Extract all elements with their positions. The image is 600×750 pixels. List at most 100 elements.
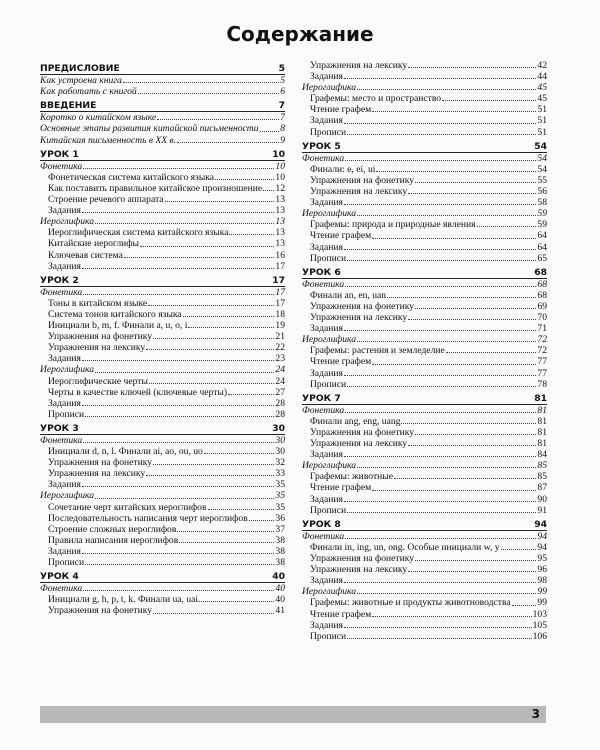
toc-item: Задания 77 xyxy=(302,368,547,379)
toc-item-page: 13 xyxy=(275,238,285,250)
toc-item-text: Финали: e, ei, ui xyxy=(310,163,376,175)
toc-item-page: 35 xyxy=(275,501,285,513)
toc-item: Чтение графем 87 xyxy=(302,482,547,493)
toc-item-text: Задания xyxy=(48,260,81,272)
leader xyxy=(343,248,537,250)
toc-section: Фонетика 68 xyxy=(302,279,547,290)
toc-entry: Как работать с книгой 6 xyxy=(40,86,285,97)
toc-item: Прописи 106 xyxy=(302,631,547,642)
toc-item-page: 64 xyxy=(537,230,547,242)
toc-item-text: Упражнения на лексику xyxy=(310,564,408,576)
leader xyxy=(83,293,275,295)
toc-item-text: Правила написания иероглифов xyxy=(48,534,179,546)
leader xyxy=(259,130,280,132)
leader xyxy=(81,360,275,362)
leader xyxy=(85,564,275,566)
toc-item-text: Прописи xyxy=(48,408,85,420)
leader xyxy=(442,100,537,102)
toc-item-page: 71 xyxy=(537,323,547,335)
toc-item-page: 27 xyxy=(275,386,285,398)
leader xyxy=(81,553,275,555)
leader xyxy=(153,338,275,340)
toc-item-page: 77 xyxy=(537,367,547,379)
toc-section: Фонетика 94 xyxy=(302,531,547,542)
leader xyxy=(347,385,537,387)
leader xyxy=(401,423,537,424)
toc-item-text: Задания xyxy=(48,205,81,217)
toc-entry-page: 8 xyxy=(280,123,285,135)
leader xyxy=(357,467,537,469)
toc-item-text: Упражнения на фонетику xyxy=(310,300,415,312)
toc-item: Упражнения на фонетику 41 xyxy=(40,605,285,616)
toc-heading: УРОК 5 54 xyxy=(302,141,547,153)
toc-item: Черты в качестве ключей (ключевые черты)… xyxy=(40,387,285,398)
toc-item-text: Чтение графем xyxy=(310,356,372,368)
toc-section-page: 94 xyxy=(537,530,547,542)
toc-item: Упражнения на лексику 70 xyxy=(302,312,547,323)
leader xyxy=(345,159,537,161)
toc-item-page: 33 xyxy=(275,468,285,480)
leader xyxy=(85,415,275,417)
leader xyxy=(95,497,275,499)
toc-section-page: 10 xyxy=(275,160,285,172)
toc-item: Упражнения на лексику 22 xyxy=(40,342,285,353)
toc-item: Упражнения на лексику 56 xyxy=(302,186,547,197)
toc-heading-page: 81 xyxy=(534,392,547,404)
toc-item-text: Прописи xyxy=(310,126,347,138)
toc-item: Финали: e, ei, ui 54 xyxy=(302,164,547,175)
toc-section-text: Фонетика xyxy=(40,160,83,172)
toc-item-page: 55 xyxy=(537,174,547,186)
toc-item-page: 96 xyxy=(537,564,547,576)
toc-item-page: 69 xyxy=(537,300,547,312)
toc-item-text: Чтение графем xyxy=(310,104,372,116)
toc-item: Как поставить правильное китайское произ… xyxy=(40,183,285,194)
toc-item-page: 72 xyxy=(537,345,547,357)
toc-item-page: 35 xyxy=(275,479,285,491)
leader xyxy=(137,93,280,95)
toc-item: Задания 51 xyxy=(302,115,547,126)
toc-item-page: 51 xyxy=(537,104,547,116)
toc-heading-text: УРОК 5 xyxy=(302,140,341,152)
toc-heading: УРОК 6 68 xyxy=(302,267,547,279)
toc-heading-page: 5 xyxy=(278,63,285,74)
toc-entry-page: 9 xyxy=(280,134,285,146)
toc-section: Иероглифика 85 xyxy=(302,460,547,471)
toc-block: УРОК 7 81 Фонетика 81 Финали ang, eng, uang 8… xyxy=(302,393,547,516)
toc-item: Финали in, ing, un, ong. Особые инициали… xyxy=(302,542,547,553)
toc-item: Финали an, en, uan 68 xyxy=(302,290,547,301)
toc-item-page: 87 xyxy=(537,482,547,494)
toc-section-page: 68 xyxy=(537,278,547,290)
leader xyxy=(343,78,537,80)
toc-heading-text: УРОК 6 xyxy=(302,266,341,278)
leader xyxy=(199,601,275,603)
toc-section-text: Фонетика xyxy=(302,278,345,290)
toc-section-text: Фонетика xyxy=(40,435,83,446)
toc-item-page: 77 xyxy=(537,356,547,368)
toc-item-text: Задания xyxy=(48,479,81,491)
toc-item-page: 40 xyxy=(275,594,285,606)
leader xyxy=(347,133,537,135)
toc-item: Упражнения на лексику 81 xyxy=(302,438,547,449)
toc-section-text: Фонетика xyxy=(40,286,83,298)
toc-section-text: Иероглифика xyxy=(302,208,357,220)
toc-heading-page: 94 xyxy=(534,518,547,530)
toc-heading-page: 54 xyxy=(534,140,547,152)
toc-item-page: 64 xyxy=(537,241,547,253)
toc-entry-text: Как работать с книгой xyxy=(40,86,137,98)
leader xyxy=(476,226,537,228)
toc-item-page: 10 xyxy=(275,171,285,183)
toc-item: Упражнения на фонетику 69 xyxy=(302,301,547,312)
page-number: 3 xyxy=(531,707,540,721)
toc-heading-text: УРОК 4 xyxy=(40,571,79,583)
toc-item-text: Задания xyxy=(310,575,343,587)
leader xyxy=(343,330,537,332)
toc-item: Инициали g, h, p, t, k. Финали ua, uai 40 xyxy=(40,594,285,605)
toc-section-page: 99 xyxy=(537,586,547,598)
leader xyxy=(95,223,275,225)
toc-item-page: 13 xyxy=(275,227,285,239)
leader xyxy=(207,508,275,510)
toc-section: Иероглифика 13 xyxy=(40,216,285,227)
toc-item-text: Задания xyxy=(310,493,343,505)
toc-item-page: 36 xyxy=(275,512,285,524)
toc-entry: Основные этапы развития китайской письме… xyxy=(40,123,285,134)
